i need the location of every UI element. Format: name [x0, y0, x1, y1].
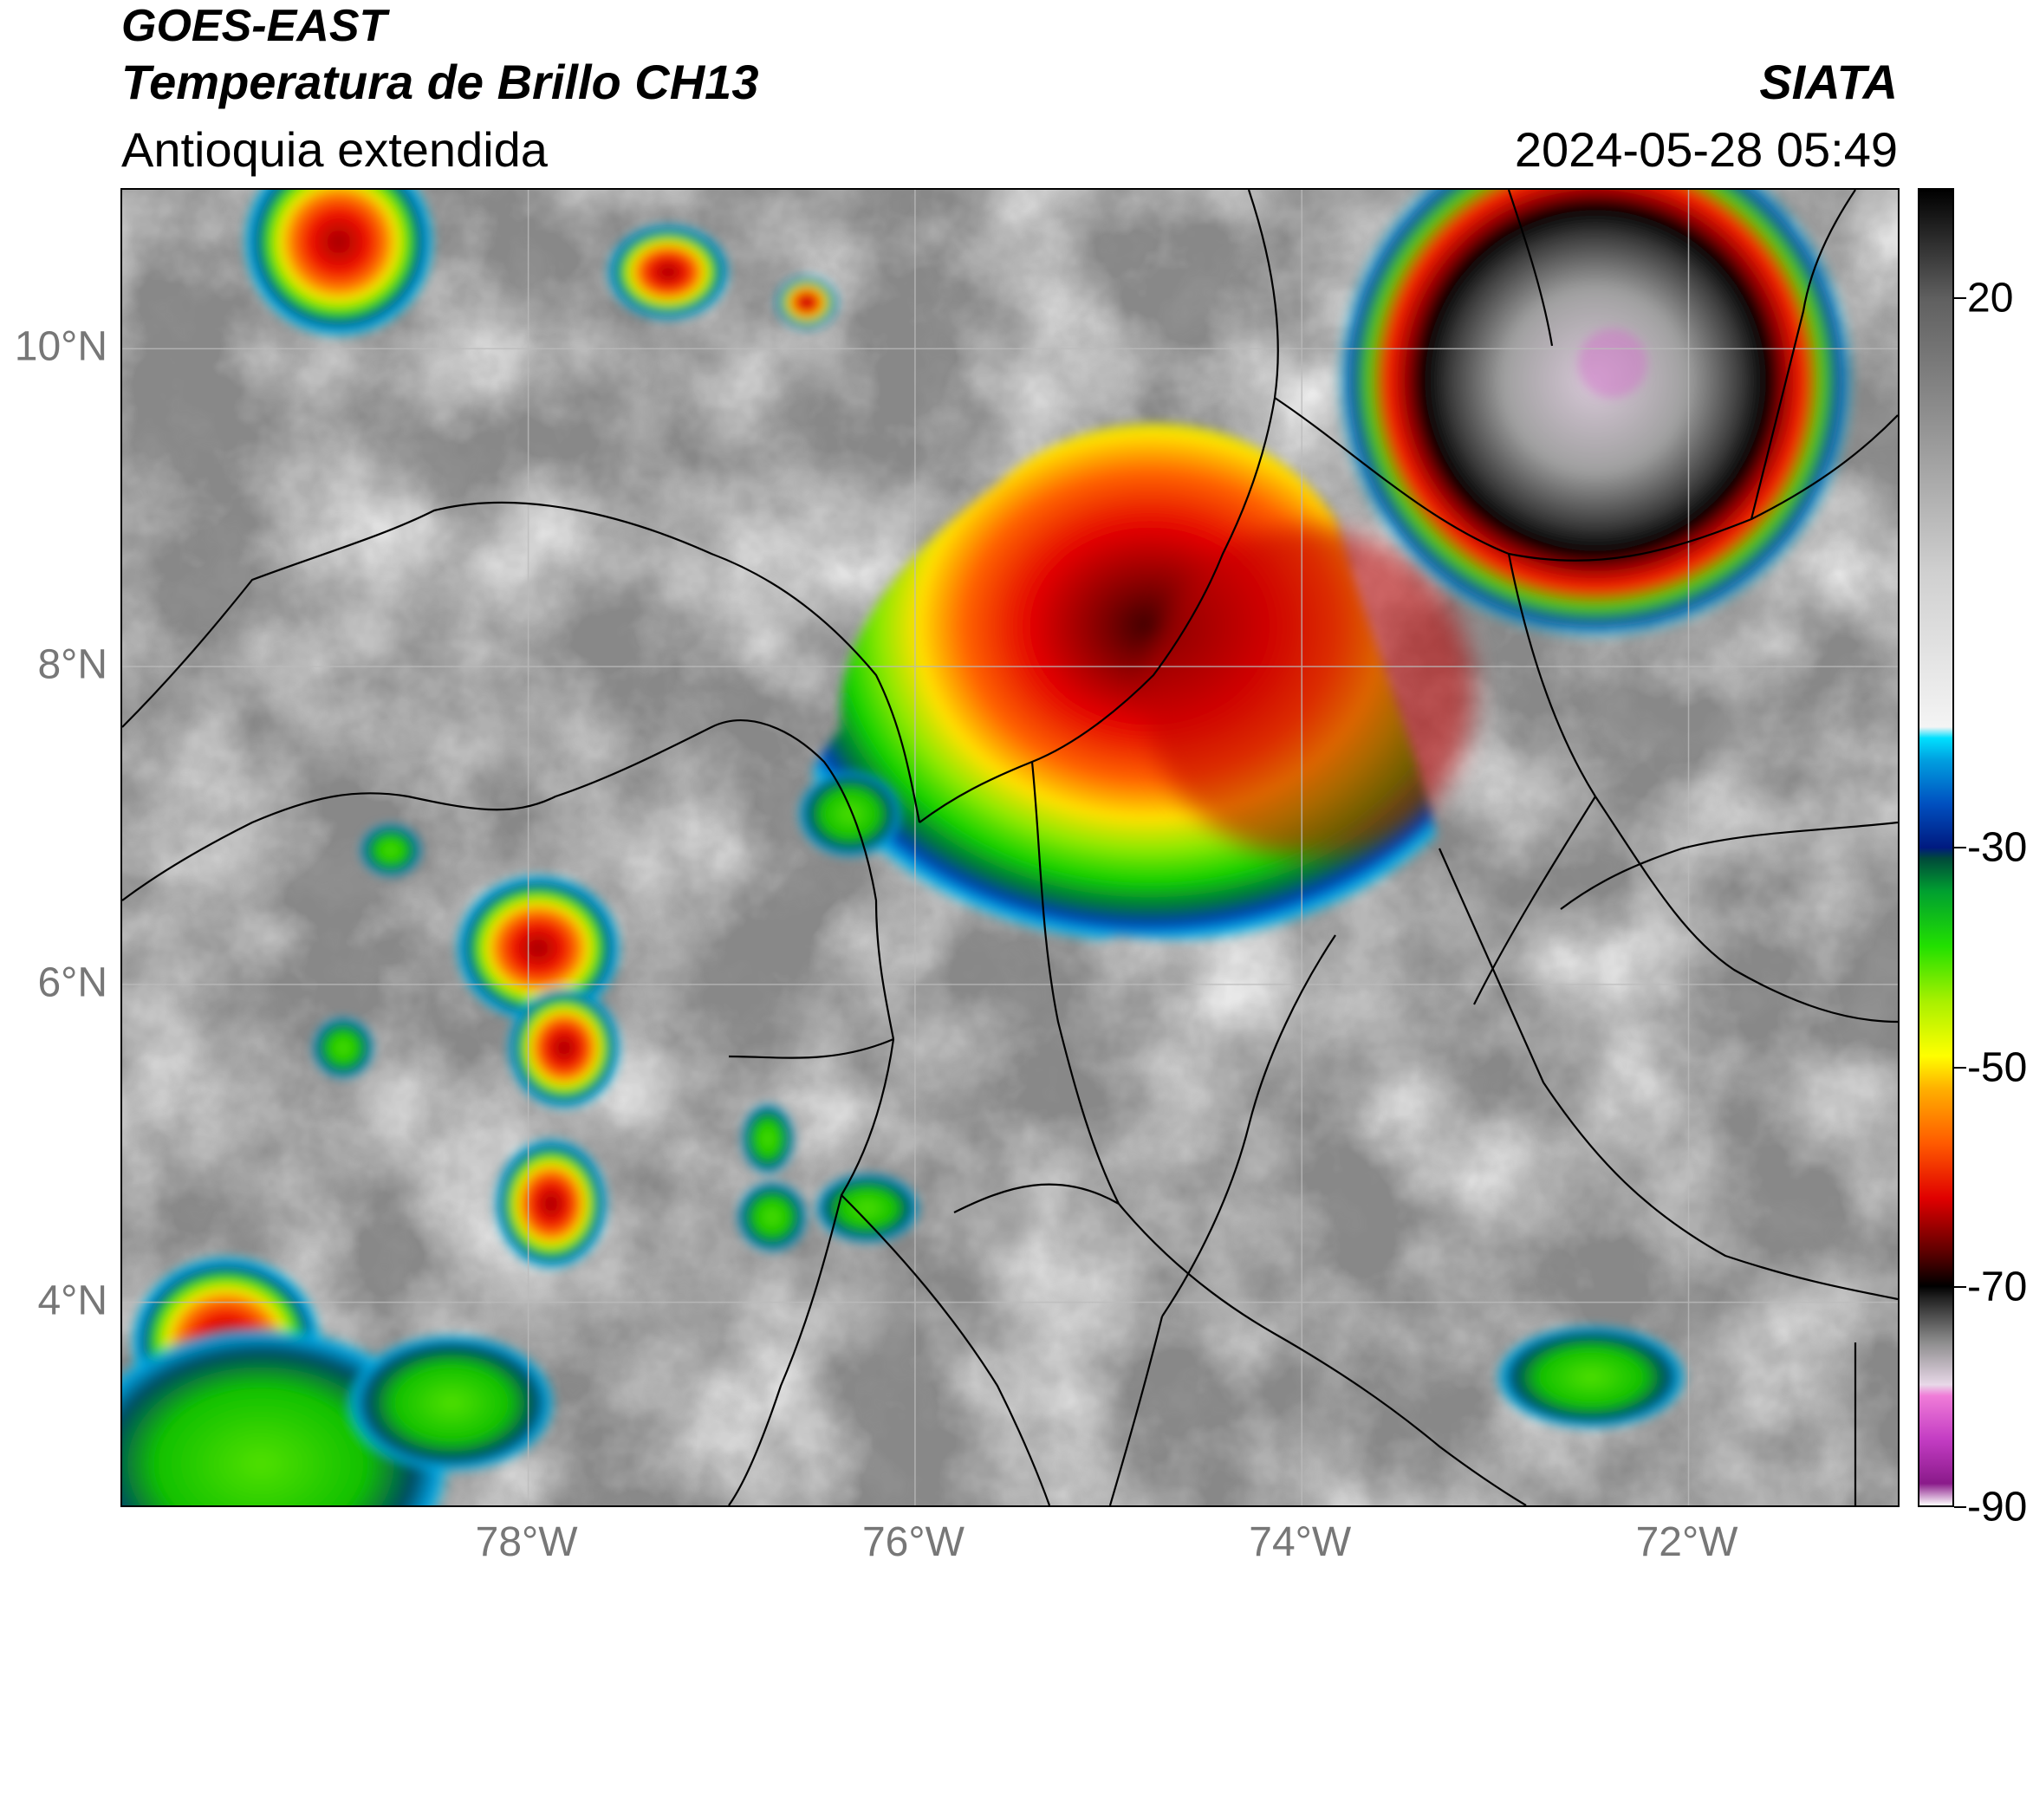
- colorbar-tick-mark: [1954, 296, 1966, 299]
- colorbar-tick-mark: [1954, 1066, 1966, 1069]
- longitude-label: 76°W: [861, 1519, 965, 1565]
- colorbar-tick-mark: [1954, 847, 1966, 848]
- colorbar-tick-label: -50: [1967, 1044, 2028, 1091]
- longitude-label: 78°W: [475, 1519, 578, 1565]
- organization-label: SIATA: [1759, 55, 1898, 109]
- satellite-title: GOES-EAST: [121, 1, 387, 51]
- region-subtitle: Antioquia extendida: [121, 122, 548, 177]
- colorbar-tick-label: 20: [1967, 275, 2014, 322]
- colorbar-tick-label: -30: [1967, 824, 2028, 871]
- latitude-label: 8°N: [37, 641, 107, 688]
- longitude-label: 72°W: [1635, 1519, 1738, 1565]
- brightness-temperature-image: [122, 190, 1898, 1505]
- satellite-map: [120, 188, 1900, 1507]
- longitude-label: 74°W: [1249, 1519, 1352, 1565]
- coastlines-and-borders: [122, 190, 1898, 1505]
- latitude-label: 10°N: [14, 323, 107, 370]
- colorbar-tick-label: -90: [1967, 1484, 2028, 1531]
- timestamp-label: 2024-05-28 05:49: [1514, 122, 1898, 177]
- colorbar-tick-mark: [1954, 1286, 1966, 1289]
- latitude-label: 4°N: [37, 1277, 107, 1324]
- colorbar-tick-label: -70: [1967, 1264, 2028, 1310]
- product-title: Temperatura de Brillo CH13: [121, 55, 759, 109]
- temperature-colorbar: [1918, 188, 1954, 1507]
- latitude-label: 6°N: [37, 959, 107, 1006]
- map-gridlines: [122, 190, 1898, 1505]
- colorbar-tick-mark: [1954, 1506, 1966, 1508]
